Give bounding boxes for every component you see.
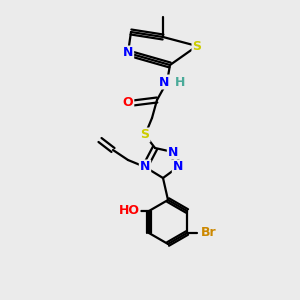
Text: Br: Br xyxy=(201,226,217,239)
Text: HO: HO xyxy=(118,205,140,218)
Text: S: S xyxy=(140,128,149,142)
Text: H: H xyxy=(175,76,185,88)
Text: N: N xyxy=(168,146,178,158)
Text: N: N xyxy=(123,46,133,59)
Text: N: N xyxy=(159,76,169,88)
Text: O: O xyxy=(123,97,133,110)
Text: N: N xyxy=(173,160,183,173)
Text: S: S xyxy=(193,40,202,52)
Text: N: N xyxy=(140,160,150,173)
